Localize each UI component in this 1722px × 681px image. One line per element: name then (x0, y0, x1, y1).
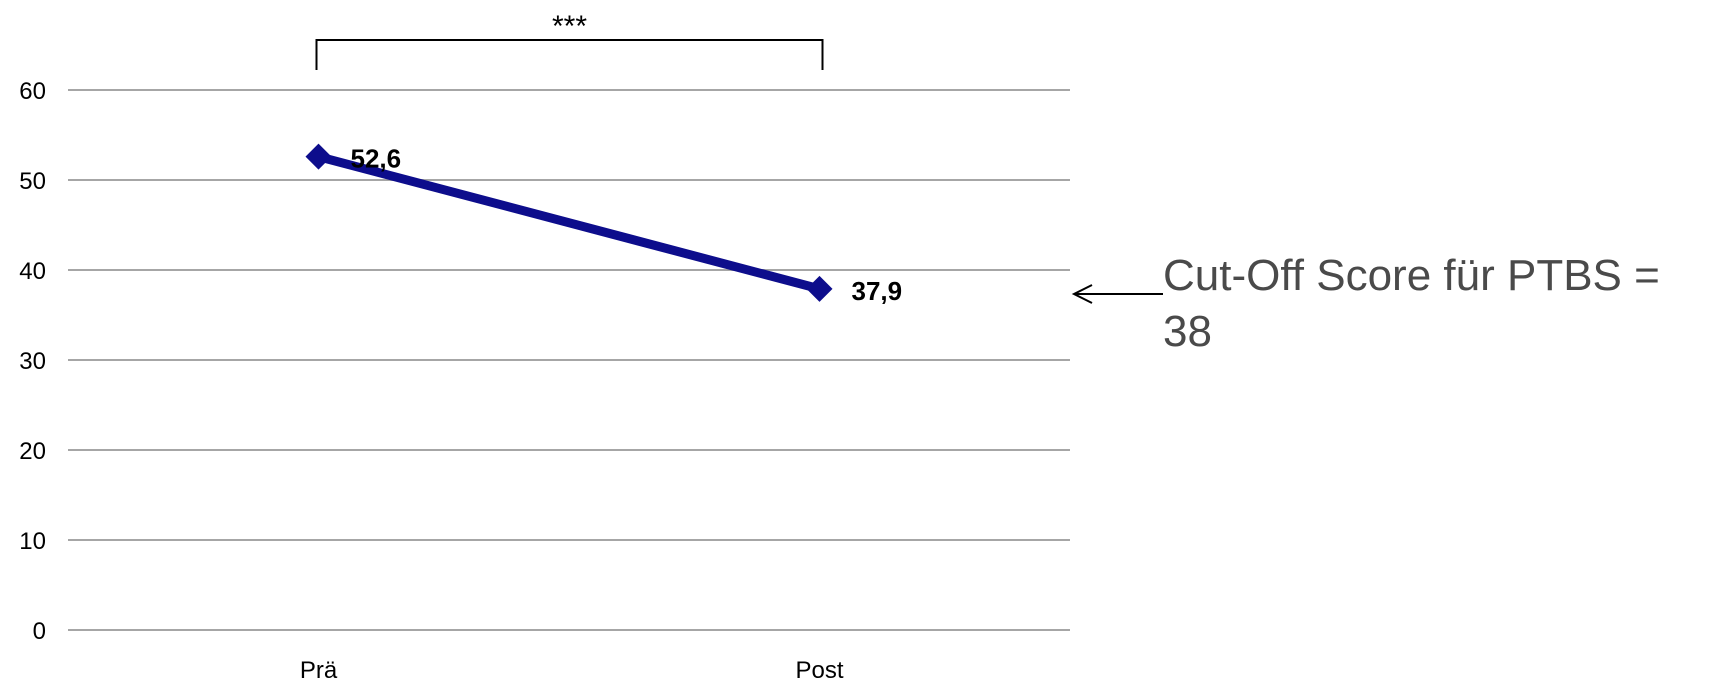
cutoff-arrow (1071, 284, 1163, 304)
y-axis-ticks: 0 10 20 30 40 50 60 (19, 78, 46, 645)
y-tick-label: 10 (19, 528, 46, 555)
x-axis-ticks: Prä Post (300, 657, 844, 681)
series-line (317, 152, 821, 294)
x-tick-label: Prä (300, 657, 338, 681)
data-labels: 52,6 37,9 (351, 144, 903, 306)
data-label: 37,9 (852, 276, 903, 306)
data-point-marker (305, 143, 332, 170)
significance-stars: *** (552, 10, 587, 43)
cutoff-annotation: Cut-Off Score für PTBS = 38 (1163, 251, 1660, 356)
y-tick-label: 50 (19, 168, 46, 195)
bracket-line (315, 39, 824, 70)
y-tick-label: 30 (19, 348, 46, 375)
data-point-marker (806, 275, 833, 302)
series-pre-post (305, 143, 833, 302)
significance-bracket: *** (315, 10, 824, 70)
arrow-head (1071, 284, 1093, 304)
gridlines (68, 89, 1070, 631)
y-tick-label: 40 (19, 258, 46, 285)
y-tick-label: 0 (33, 618, 46, 645)
x-tick-label: Post (795, 657, 843, 681)
y-tick-label: 60 (19, 78, 46, 105)
data-label: 52,6 (351, 144, 402, 174)
y-tick-label: 20 (19, 438, 46, 465)
